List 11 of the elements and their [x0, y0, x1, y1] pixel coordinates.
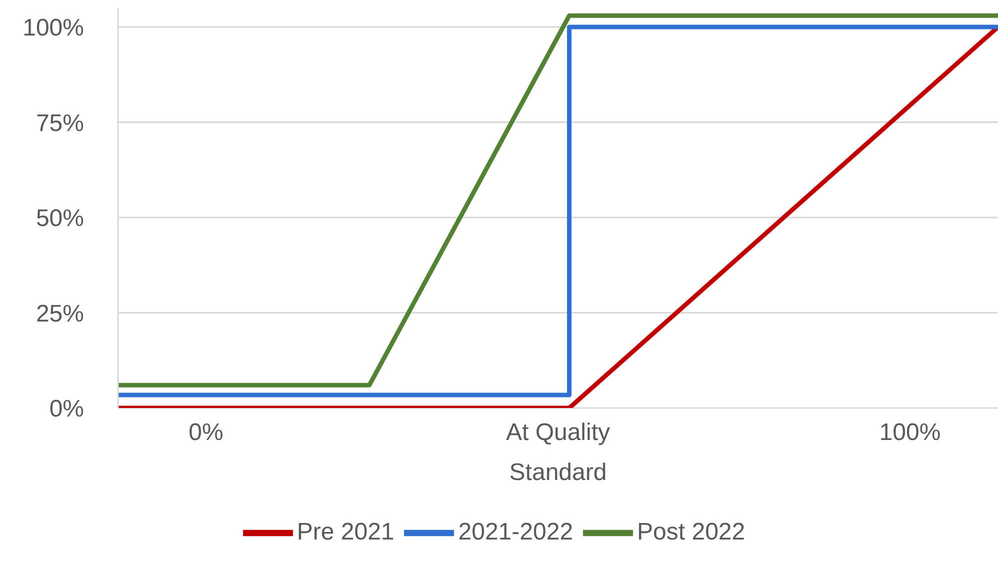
y-tick-label: 100%	[22, 14, 84, 42]
y-tick-label: 50%	[36, 205, 84, 232]
y-tick-label: 25%	[36, 300, 84, 328]
legend-label: Pre 2021	[296, 518, 394, 546]
legend-label: 2021-2022	[458, 518, 574, 546]
x-tick-label: 0%	[188, 419, 224, 446]
x-tick-label: At Quality Standard	[506, 419, 610, 486]
y-tick-label: 0%	[49, 396, 84, 423]
x-tick-label: 100%	[879, 419, 941, 446]
y-tick-label: 75%	[36, 110, 84, 137]
legend-label: Post 2022	[637, 518, 746, 546]
